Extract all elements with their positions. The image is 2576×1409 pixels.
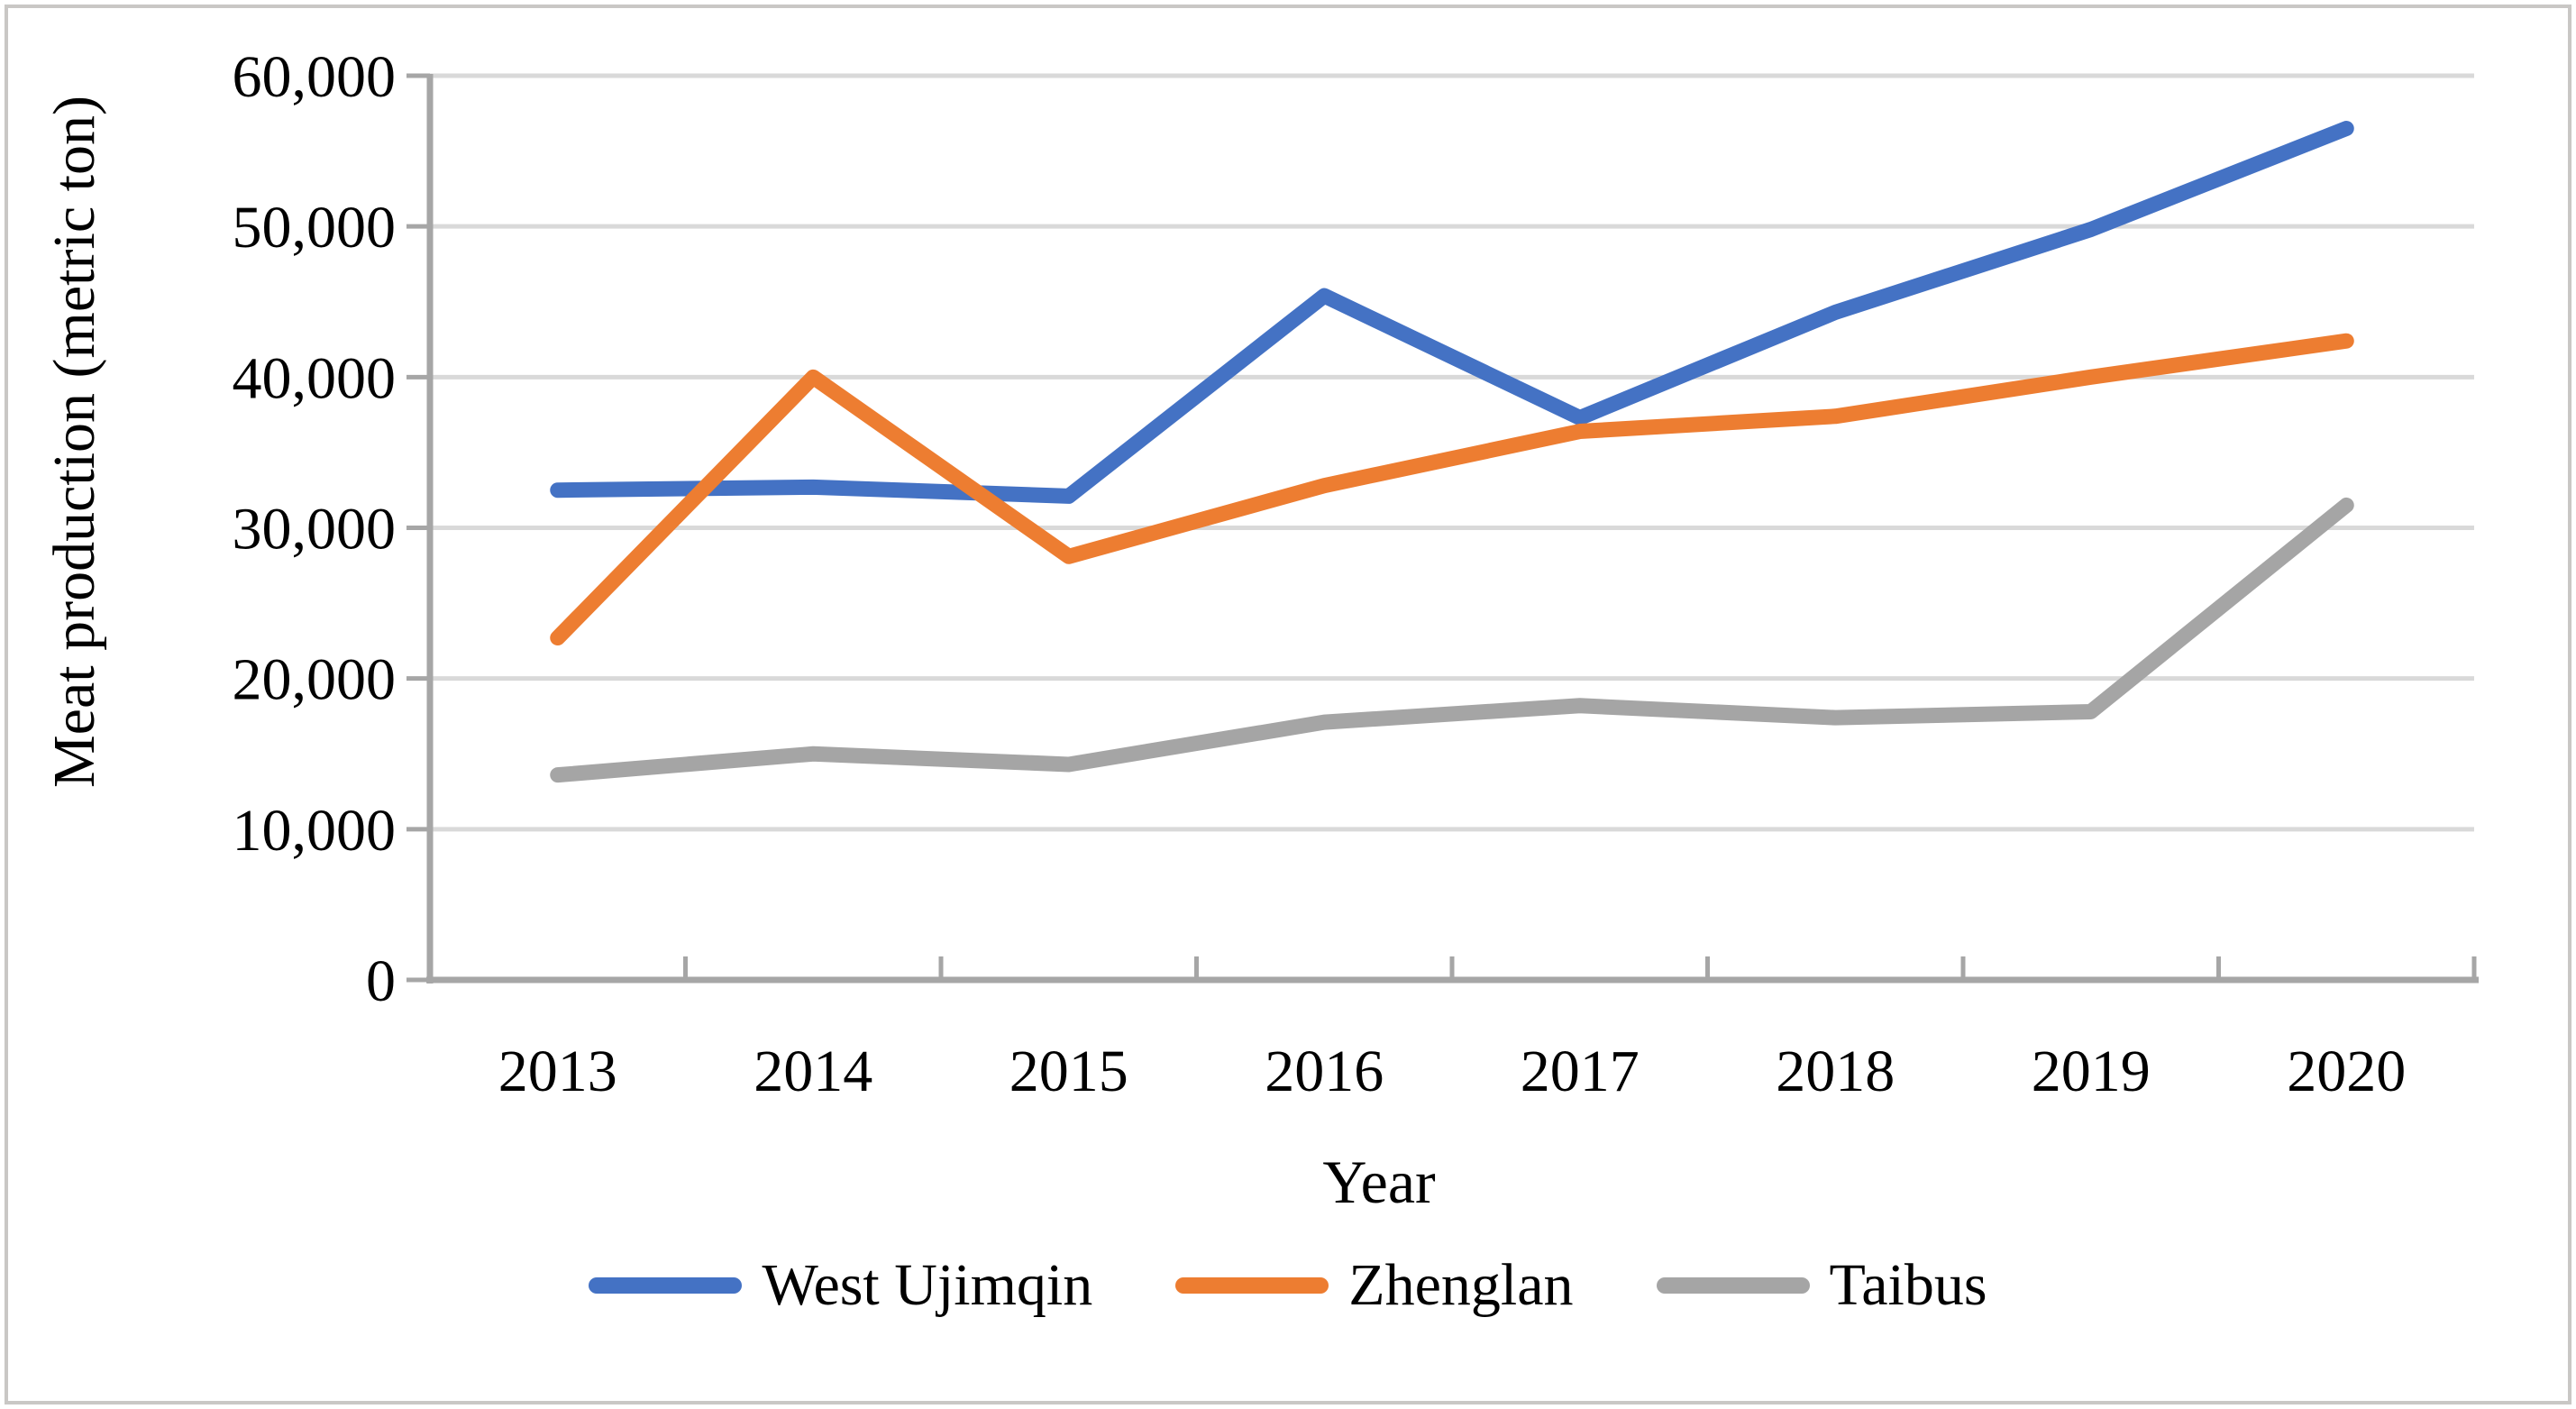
x-axis-title: Year — [1322, 1148, 1436, 1216]
series-line-west-ujimqin — [550, 121, 2354, 504]
legend-label-zhenglan: Zhenglan — [1348, 1252, 1574, 1318]
y-tick-label: 30,000 — [233, 497, 397, 563]
legend-item-taibus: Taibus — [1656, 1251, 1987, 1320]
y-tick-label: 10,000 — [233, 798, 397, 864]
legend-label-taibus: Taibus — [1829, 1252, 1987, 1318]
legend: West Ujimqin Zhenglan Taibus — [0, 1251, 2576, 1320]
y-tick-label: 0 — [366, 948, 396, 1014]
legend-line-sample-taibus — [1656, 1277, 1810, 1294]
y-tick-label: 50,000 — [233, 195, 397, 261]
legend-label-west-ujimqin: West Ujimqin — [762, 1252, 1093, 1318]
y-tick-label: 20,000 — [233, 647, 397, 713]
x-tick-label: 2017 — [1521, 1038, 1640, 1104]
x-tick-label: 2019 — [2032, 1038, 2151, 1104]
legend-line-sample-west-ujimqin — [589, 1277, 743, 1294]
legend-item-west-ujimqin: West Ujimqin — [589, 1251, 1092, 1320]
series-line-taibus — [550, 497, 2354, 783]
x-tick-label: 2013 — [498, 1038, 617, 1104]
x-tick-label: 2014 — [754, 1038, 872, 1104]
x-tick-label: 2018 — [1776, 1038, 1895, 1104]
legend-item-zhenglan: Zhenglan — [1175, 1251, 1574, 1320]
y-tick-label: 60,000 — [233, 44, 397, 110]
y-axis-title: Meat production (metric ton) — [41, 96, 107, 788]
x-tick-label: 2016 — [1265, 1038, 1384, 1104]
legend-line-sample-zhenglan — [1175, 1277, 1329, 1294]
x-tick-label: 2020 — [2287, 1038, 2406, 1104]
x-tick-label: 2015 — [1009, 1038, 1128, 1104]
series-line-zhenglan — [550, 333, 2354, 646]
y-tick-label: 40,000 — [233, 345, 397, 411]
